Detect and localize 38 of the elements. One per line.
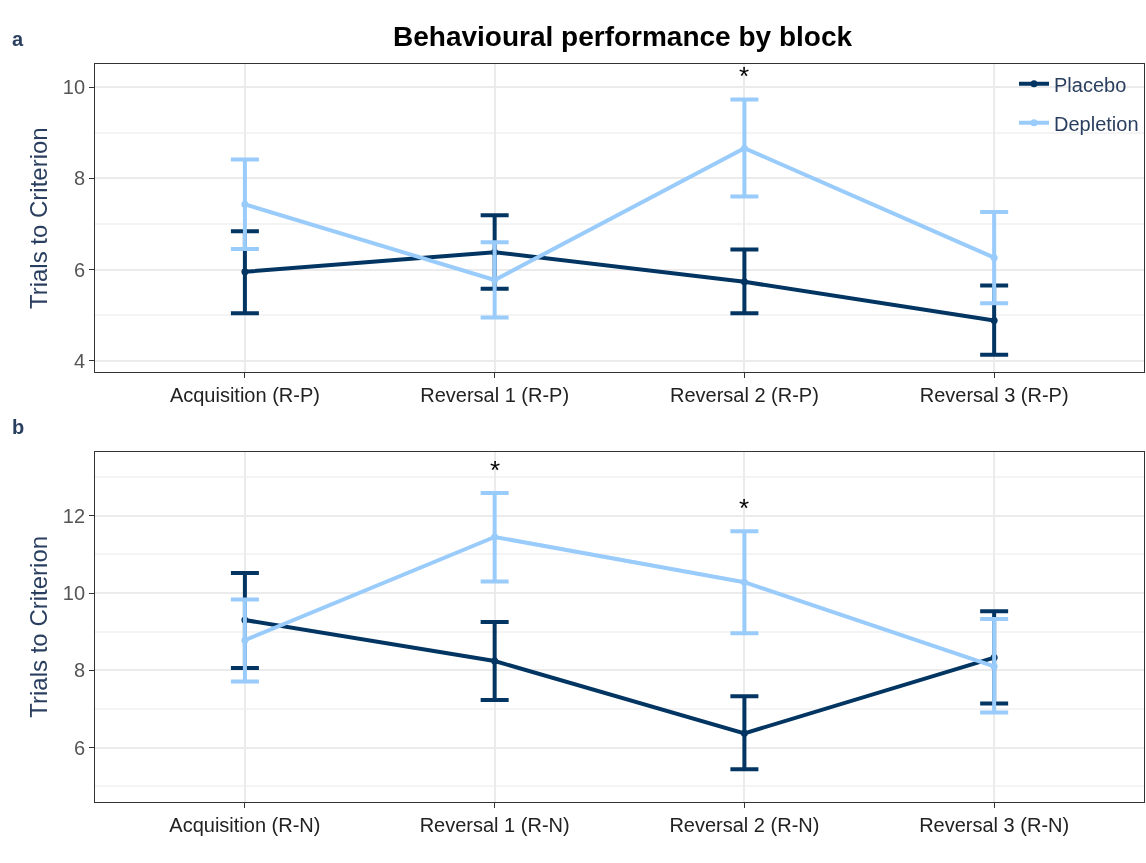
y-tick-label: 8: [73, 659, 86, 682]
x-tick-label: Reversal 2 (R-N): [669, 813, 820, 836]
text: a: [12, 28, 24, 50]
point: [491, 657, 499, 665]
point: [241, 268, 249, 276]
x-tick-label: Acquisition (R-P): [169, 384, 320, 407]
point: [740, 144, 748, 152]
y-tick-label: 10: [62, 76, 86, 99]
annotation: *: [739, 493, 750, 523]
x-tick-label: Reversal 1 (R-P): [420, 384, 570, 407]
text: b: [12, 416, 25, 438]
point: [740, 278, 748, 286]
legend-label: Placebo: [1054, 73, 1127, 96]
point: [241, 636, 249, 644]
y-axis-title: Trials to Criterion: [24, 127, 52, 310]
point: [990, 254, 998, 262]
y-tick-label: 12: [62, 504, 86, 527]
point: [740, 578, 748, 586]
y-tick-label: 4: [73, 349, 86, 372]
x-tick-label: Reversal 2 (R-P): [669, 384, 819, 407]
annotation: *: [739, 61, 750, 91]
x-tick-label: Reversal 3 (R-N): [919, 813, 1070, 836]
y-tick-label: 10: [62, 582, 86, 605]
legend-label: Depletion: [1054, 112, 1139, 135]
point: [241, 200, 249, 208]
y-tick-label: 6: [73, 736, 86, 759]
point: [491, 533, 499, 541]
x-tick-label: Acquisition (R-N): [169, 813, 321, 836]
chart-title: Behavioural performance by block: [393, 21, 853, 52]
x-tick-label: Reversal 1 (R-N): [419, 813, 570, 836]
point: [990, 662, 998, 670]
y-tick-label: 6: [73, 258, 86, 281]
annotation: *: [490, 455, 501, 485]
y-tick-label: 8: [73, 167, 86, 190]
x-tick-label: Reversal 3 (R-P): [919, 384, 1069, 407]
point: [990, 317, 998, 325]
y-axis-title: Trials to Criterion: [24, 535, 52, 718]
point: [740, 729, 748, 737]
